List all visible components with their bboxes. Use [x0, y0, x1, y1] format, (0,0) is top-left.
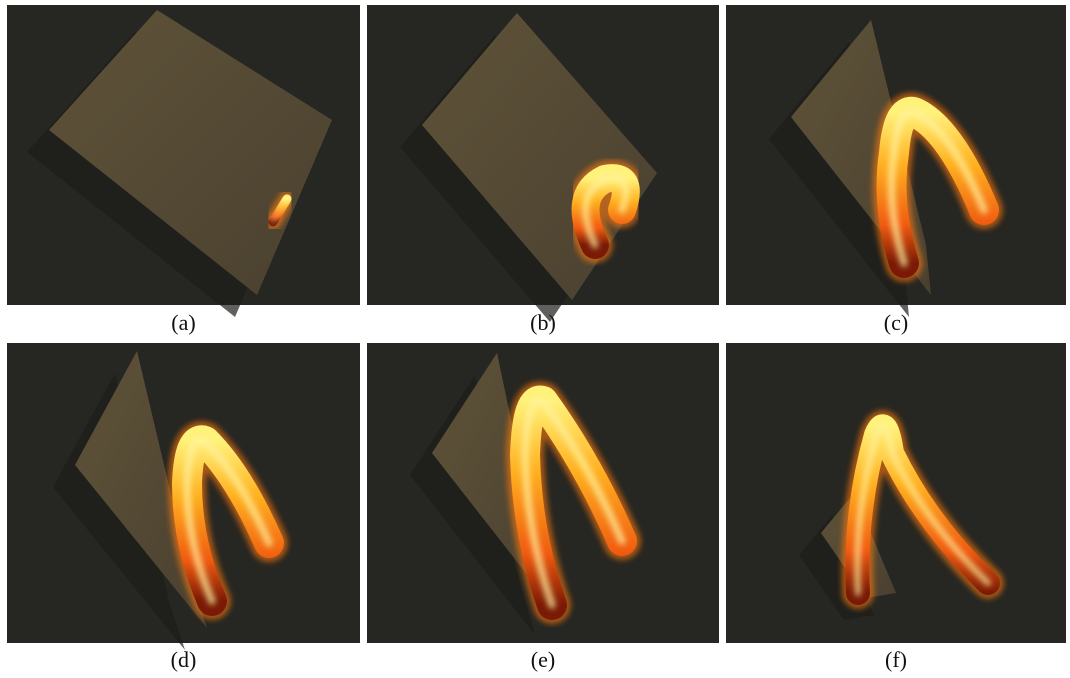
image-panel — [367, 343, 719, 643]
image-panel — [7, 343, 360, 650]
image-panel — [726, 5, 1066, 317]
panel-caption: (f) — [885, 647, 907, 672]
panel-caption: (a) — [171, 310, 195, 335]
image-panel — [7, 5, 360, 317]
panel-caption: (e) — [531, 647, 555, 672]
panel-caption: (b) — [530, 310, 556, 335]
panel-caption: (d) — [171, 647, 197, 672]
image-panel — [726, 343, 1066, 643]
panel-caption: (c) — [884, 310, 908, 335]
image-panel — [367, 5, 719, 322]
figure: (a) (b) (c) (d) (e) (f) — [0, 0, 1070, 678]
